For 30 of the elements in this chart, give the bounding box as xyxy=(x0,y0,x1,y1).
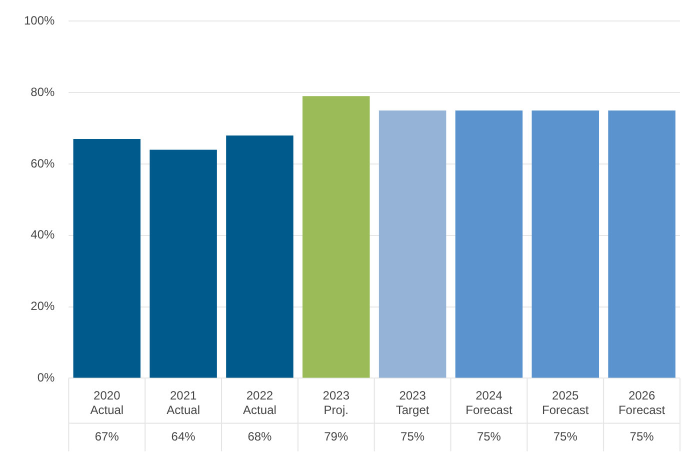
x-tick-label: 2026 Forecast xyxy=(618,388,666,418)
bar xyxy=(378,110,446,378)
bar xyxy=(532,110,599,378)
y-tick-label: 0% xyxy=(37,370,56,385)
x-tick-label: 2024 Forecast xyxy=(466,388,513,418)
x-tick-label: 2022 Actual xyxy=(243,388,276,418)
data-label: 64% xyxy=(171,430,196,444)
bar xyxy=(226,135,294,378)
y-tick-label: 20% xyxy=(30,299,56,314)
x-tick-label: 2023 Proj. xyxy=(322,388,350,418)
y-tick-label: 80% xyxy=(30,84,56,99)
x-tick-label: 2020 Actual xyxy=(90,388,124,418)
data-label: 75% xyxy=(400,430,425,444)
bar xyxy=(150,150,217,378)
x-tick-label: 2025 Forecast xyxy=(542,388,590,418)
bar xyxy=(455,110,523,378)
data-label: 79% xyxy=(324,430,348,444)
data-label: 75% xyxy=(630,430,654,444)
y-tick-label: 60% xyxy=(30,156,56,170)
bar xyxy=(73,139,141,378)
x-tick-label: 2023 Target xyxy=(396,388,430,418)
x-tick-label: 2021 Actual xyxy=(166,388,200,418)
bar xyxy=(608,110,676,378)
bar xyxy=(302,96,370,378)
y-tick-label: 40% xyxy=(30,228,56,242)
y-tick-label: 100% xyxy=(24,14,56,28)
data-label: 68% xyxy=(248,430,272,444)
data-label: 75% xyxy=(476,430,502,444)
data-label: 67% xyxy=(94,430,120,444)
data-label: 75% xyxy=(553,430,578,444)
